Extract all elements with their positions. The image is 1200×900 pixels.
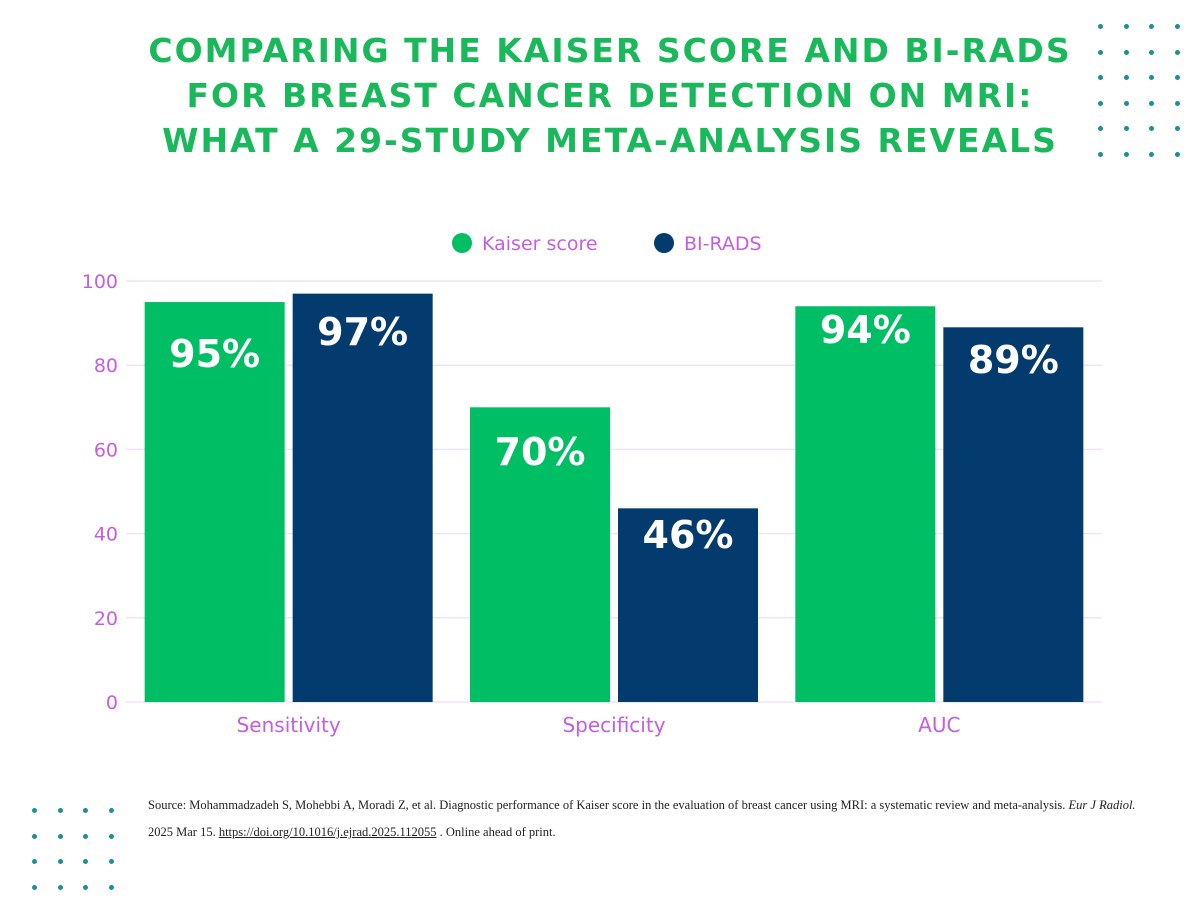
legend-marker [654, 233, 674, 253]
decorative-dot [1174, 75, 1180, 80]
decorative-dot [57, 833, 63, 839]
decorative-dot [32, 884, 37, 890]
bar-bi-rads-sensitivity [292, 293, 433, 702]
decorative-dot [83, 808, 88, 813]
bar-bi-rads-specificity [618, 508, 758, 702]
decorative-dot [1123, 24, 1129, 29]
decorative-dot [1149, 24, 1154, 29]
source-citation: Source: Mohammadzadeh S, Mohebbi A, Mora… [148, 792, 1148, 846]
decorative-dot [1149, 100, 1154, 106]
title-line-1: COMPARING THE KAISER SCORE AND BI-RADS [148, 31, 1072, 70]
source-text: Source: Mohammadzadeh S, Mohebbi A, Mora… [148, 798, 1066, 812]
decorative-dot [108, 884, 114, 890]
decorative-dot [1123, 100, 1129, 106]
decorative-dot [108, 859, 114, 864]
decorative-dot [1149, 151, 1154, 157]
decorative-dot [1174, 100, 1180, 106]
data-label: 70% [495, 430, 586, 474]
legend: Kaiser score BI-RADS [452, 233, 762, 255]
decorative-dot [1098, 49, 1103, 55]
bar-chart: 0 20 40 60 80 100 95% 97% 70% 46% 94% 89% Sensitiv… [82, 233, 1102, 737]
x-tick-label: AUC [918, 713, 960, 737]
title-line-3: WHAT A 29-STUDY META-ANALYSIS REVEALS [162, 121, 1058, 160]
bar-kaiser-score-sensitivity [144, 302, 285, 702]
decorative-dot [83, 884, 88, 890]
decorative-dot [1098, 151, 1103, 157]
decorative-dot [108, 808, 114, 813]
decorative-dot [83, 859, 88, 864]
data-label: 94% [820, 308, 911, 352]
decorative-dot [1123, 49, 1129, 55]
source-doi-link[interactable]: https://doi.org/10.1016/j.ejrad.2025.112… [218, 825, 437, 839]
gridlines [126, 280, 1102, 703]
decorative-dot [32, 859, 37, 864]
decorative-dot [108, 833, 114, 839]
decorative-dot [1098, 100, 1103, 106]
bar-bi-rads-auc [943, 327, 1084, 702]
y-tick-label: 100 [82, 271, 118, 293]
decorative-dot [1174, 151, 1180, 157]
legend-label: BI-RADS [684, 233, 762, 255]
decorative-dot [32, 833, 37, 839]
title-line-2: FOR BREAST CANCER DETECTION ON MRI: [186, 76, 1034, 115]
data-label: 46% [643, 513, 734, 557]
decorative-dot [57, 859, 63, 864]
decorative-dot [1098, 75, 1103, 80]
x-axis-ticks: Sensitivity Specificity AUC [237, 713, 961, 737]
data-label: 89% [968, 338, 1059, 382]
decorative-dot [1149, 49, 1154, 55]
decorative-dot [83, 833, 88, 839]
decorative-dot [32, 808, 37, 813]
decorative-dot [1123, 75, 1129, 80]
x-tick-label: Specificity [562, 713, 665, 737]
decorative-dot [1123, 126, 1129, 131]
chart-title: COMPARING THE KAISER SCORE AND BI-RADS F… [40, 28, 1180, 163]
bars [144, 293, 1084, 702]
legend-marker [452, 233, 472, 253]
y-tick-label: 40 [94, 524, 118, 546]
source-journal: Eur J Radiol. [1068, 798, 1136, 812]
y-tick-label: 0 [106, 692, 118, 714]
decorative-dot [1123, 151, 1129, 157]
bar-kaiser-score-auc [795, 306, 936, 702]
y-tick-label: 60 [94, 439, 118, 461]
legend-label: Kaiser score [482, 233, 598, 255]
y-tick-label: 20 [94, 608, 118, 630]
y-axis-ticks: 0 20 40 60 80 100 [82, 271, 118, 714]
x-tick-label: Sensitivity [237, 713, 341, 737]
bar-kaiser-score-specificity [470, 407, 610, 702]
data-label: 95% [169, 332, 260, 376]
source-date: 2025 Mar 15. [148, 825, 216, 839]
data-label: 97% [317, 310, 408, 354]
data-labels: 95% 97% 70% 46% 94% 89% [169, 308, 1059, 557]
decorative-dot [1098, 126, 1103, 131]
decorative-dot [1149, 126, 1154, 131]
decorative-dot [57, 884, 63, 890]
decorative-dot [1174, 24, 1180, 29]
y-tick-label: 80 [94, 355, 118, 377]
decorative-dot [1174, 49, 1180, 55]
decorative-dot [1098, 24, 1103, 29]
source-suffix: . Online ahead of print. [439, 825, 556, 839]
decorative-dot [57, 808, 63, 813]
decorative-dot [1174, 126, 1180, 131]
decorative-dot [1149, 75, 1154, 80]
